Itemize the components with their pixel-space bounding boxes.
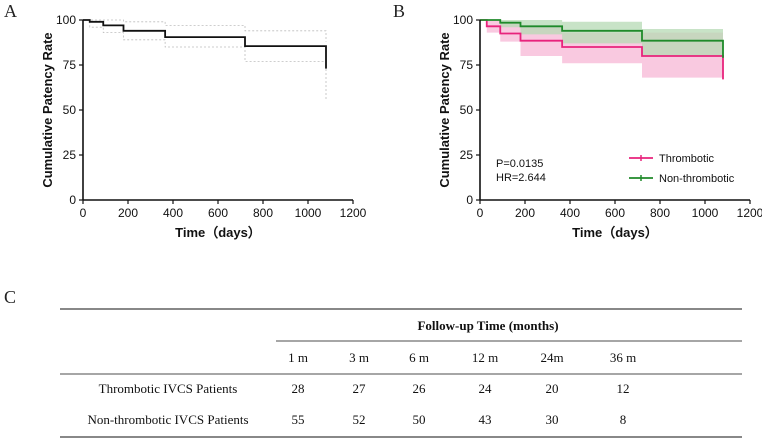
hazard-ratio-annotation: HR=2.644: [496, 172, 546, 184]
chart-b-x-tick-label: 200: [515, 206, 535, 220]
table-cell: 26: [413, 381, 427, 396]
legend-label-non-thrombotic: Non-thrombotic: [659, 173, 735, 185]
chart-a-bands: [83, 19, 327, 101]
legend-item-thrombotic: Thrombotic: [629, 153, 715, 165]
chart-a-x-label: Time（days）: [175, 225, 261, 240]
chart-b-survival-line-thrombotic: [480, 19, 724, 80]
chart-a-y-tick-label: 100: [56, 13, 76, 27]
chart-b-series: [480, 19, 724, 80]
table-cell: 28: [292, 381, 305, 396]
table-column-header: 36 m: [610, 350, 636, 365]
chart-a-y-tick-label: 50: [63, 103, 77, 117]
table-body: Thrombotic IVCS Patients 28 27 26 24 20 12 Non-…: [87, 381, 629, 427]
chart-a: 0 200 400 600 800 1000 1200 0 25 50 75 100 Time（da…: [40, 13, 367, 240]
table-column-header: 24m: [540, 350, 563, 365]
chart-a-x-tick-label: 200: [118, 206, 138, 220]
chart-a-y-tick-label: 75: [63, 58, 77, 72]
table-cell: 12: [617, 381, 630, 396]
table-column-header: 1 m: [288, 350, 308, 365]
table-row: Thrombotic IVCS Patients 28 27 26 24 20 12: [99, 381, 630, 396]
chart-b-x-ticks: 0 200 400 600 800 1000 1200: [477, 200, 762, 220]
chart-a-y-tick-label: 0: [69, 193, 76, 207]
follow-up-table: Follow-up Time (months) 1 m 3 m 6 m 12 m 24m…: [60, 308, 742, 438]
chart-b-y-ticks: 0 25 50 75 100: [453, 13, 480, 207]
table-row: Non-thrombotic IVCS Patients 55 52 50 43 30 8: [87, 412, 626, 427]
p-value-annotation: P=0.0135: [496, 158, 543, 170]
chart-a-ci-upper: [83, 19, 327, 42]
chart-b-y-tick-label: 100: [453, 13, 473, 27]
chart-b-y-tick-label: 50: [460, 103, 474, 117]
table-cell: 8: [620, 412, 627, 427]
chart-a-x-tick-label: 400: [163, 206, 183, 220]
table-cell: 30: [546, 412, 559, 427]
chart-b-y-label: Cumulative Patency Rate: [437, 32, 452, 187]
chart-a-y-ticks: 0 25 50 75 100: [56, 13, 83, 207]
chart-a-x-tick-label: 800: [253, 206, 273, 220]
chart-b-x-label: Time（days）: [572, 225, 658, 240]
chart-b-y-tick-label: 75: [460, 58, 474, 72]
table-cell: 27: [353, 381, 367, 396]
chart-b-x-tick-label: 800: [650, 206, 670, 220]
legend-item-non-thrombotic: Non-thrombotic: [629, 173, 735, 185]
chart-b-y-tick-label: 0: [466, 193, 473, 207]
table-cell: 55: [292, 412, 305, 427]
table-cell: 52: [353, 412, 366, 427]
chart-a-x-tick-label: 1200: [340, 206, 367, 220]
chart-a-series: [83, 19, 327, 69]
panel-label-b: B: [393, 1, 405, 21]
panel-label-c: C: [4, 287, 16, 307]
table-cell: 50: [413, 412, 426, 427]
chart-a-x-tick-label: 0: [80, 206, 87, 220]
chart-b-x-tick-label: 1000: [692, 206, 719, 220]
chart-b-ci-band-non-thrombotic: [480, 20, 723, 92]
chart-b-x-tick-label: 600: [605, 206, 625, 220]
chart-b-y-tick-label: 25: [460, 148, 474, 162]
chart-a-x-tick-label: 1000: [295, 206, 322, 220]
chart-b-x-tick-label: 400: [560, 206, 580, 220]
chart-b-legend: Thrombotic Non-thrombotic: [629, 153, 735, 185]
chart-a-ci-lower: [83, 19, 327, 101]
chart-b-bands: [480, 20, 723, 118]
table-column-header: 3 m: [349, 350, 369, 365]
table-row-label: Thrombotic IVCS Patients: [99, 381, 238, 396]
table-column-header: 6 m: [409, 350, 429, 365]
legend-label-thrombotic: Thrombotic: [659, 153, 715, 165]
chart-b-x-tick-label: 0: [477, 206, 484, 220]
panel-label-a: A: [4, 1, 17, 21]
chart-a-survival-line-overall: [83, 19, 327, 69]
chart-a-x-tick-label: 600: [208, 206, 228, 220]
chart-a-y-label: Cumulative Patency Rate: [40, 32, 55, 187]
table-cell: 24: [479, 381, 493, 396]
chart-b-survival-line-non-thrombotic: [480, 19, 724, 58]
table-column-headers: 1 m 3 m 6 m 12 m 24m 36 m: [288, 350, 636, 365]
chart-a-y-tick-label: 25: [63, 148, 77, 162]
table-cell: 43: [479, 412, 492, 427]
chart-b: 0 200 400 600 800 1000 1200 0 25 50 75 100 Time（da…: [437, 13, 762, 240]
chart-b-x-tick-label: 1200: [737, 206, 762, 220]
table-column-header: 12 m: [472, 350, 498, 365]
table-cell: 20: [546, 381, 559, 396]
table-row-label: Non-thrombotic IVCS Patients: [87, 412, 248, 427]
chart-a-x-ticks: 0 200 400 600 800 1000 1200: [80, 200, 367, 220]
table-group-header: Follow-up Time (months): [417, 318, 558, 333]
